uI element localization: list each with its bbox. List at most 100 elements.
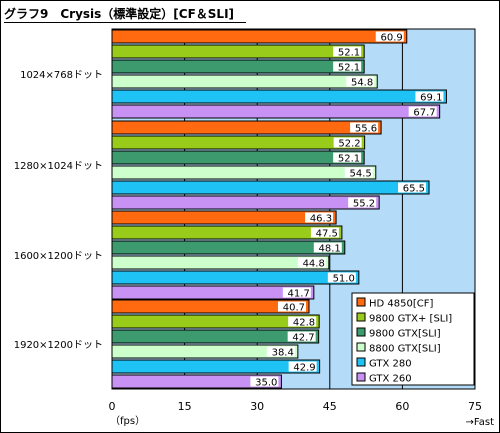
value-label-box [350, 122, 379, 133]
value-label-box [327, 272, 356, 283]
category-label: 1280×1024ドット [14, 161, 103, 172]
value-label-box [415, 91, 444, 102]
value-label: 52.1 [338, 154, 360, 165]
legend-swatch [356, 372, 366, 382]
bar [111, 104, 441, 119]
value-label: 44.8 [303, 259, 325, 270]
x-tick-label: 30 [250, 400, 264, 413]
value-label-box [333, 137, 362, 148]
value-label: 60.9 [380, 33, 402, 44]
x-tick-label: 15 [178, 400, 192, 413]
value-label: 55.6 [355, 124, 377, 135]
value-label-box [333, 152, 362, 163]
bar [111, 180, 430, 195]
bar [111, 89, 447, 104]
value-label: 35.0 [255, 378, 277, 389]
value-label-box [346, 76, 375, 87]
bar [111, 225, 343, 240]
value-label-box [408, 106, 437, 117]
bar [111, 270, 360, 285]
value-label: 48.1 [319, 244, 341, 255]
x-tick-label: 60 [395, 400, 409, 413]
value-label-box [398, 182, 427, 193]
value-label-box [266, 346, 295, 357]
legend-swatch [356, 312, 366, 322]
value-label-box [348, 197, 377, 208]
bar [111, 359, 321, 374]
bar [111, 74, 378, 89]
value-label-box [288, 361, 317, 372]
bar [111, 29, 408, 44]
legend-swatch [356, 342, 366, 352]
x-axis-label: （fps） [110, 415, 145, 427]
legend-swatch [356, 357, 366, 367]
value-label: 51.0 [333, 274, 355, 285]
bar [111, 374, 282, 389]
value-label: 65.5 [403, 184, 425, 195]
bar [111, 285, 315, 300]
legend-label: GTX 280 [369, 359, 412, 370]
bar [111, 135, 366, 150]
value-label-box [288, 316, 317, 327]
bar [111, 210, 337, 225]
value-label: 52.2 [338, 139, 360, 150]
bar [111, 120, 382, 135]
value-label-box [305, 212, 334, 223]
bar [111, 165, 377, 180]
value-label-box [297, 257, 326, 268]
bar [111, 344, 299, 359]
bar [111, 195, 380, 210]
value-label-box [333, 61, 362, 72]
value-label: 69.1 [420, 93, 442, 104]
category-label: 1920×1200ドット [14, 340, 103, 351]
value-label: 55.2 [353, 199, 375, 210]
value-label-box [375, 31, 404, 42]
legend-box [351, 292, 475, 386]
value-label-box [310, 227, 339, 238]
value-label: 47.5 [316, 229, 338, 240]
value-label: 46.3 [310, 214, 332, 225]
x-tick-label: 75 [468, 400, 482, 413]
x-tick-label: 45 [323, 400, 337, 413]
value-label: 42.9 [293, 363, 315, 374]
value-label: 41.7 [288, 289, 310, 300]
title-underline [4, 22, 246, 23]
value-label-box [250, 376, 279, 387]
value-label: 38.4 [272, 348, 294, 359]
legend-label: HD 4850[CF] [369, 299, 433, 310]
bar [111, 314, 320, 329]
category-label: 1024×768ドット [20, 70, 103, 81]
legend-label: 9800 GTX[SLI] [369, 329, 441, 340]
value-label: 52.1 [338, 48, 360, 59]
bar [111, 329, 320, 344]
value-label: 42.8 [293, 318, 315, 329]
value-label: 42.7 [292, 333, 314, 344]
value-label: 54.5 [350, 169, 372, 180]
legend-label: GTX 260 [369, 374, 412, 385]
value-label: 52.1 [338, 63, 360, 74]
bar [111, 150, 365, 165]
value-label-box [282, 287, 311, 298]
legend-swatch [356, 297, 366, 307]
value-label: 67.7 [413, 108, 435, 119]
legend-label: 9800 GTX+ [SLI] [369, 314, 452, 325]
value-label-box [333, 46, 362, 57]
legend-swatch [356, 327, 366, 337]
value-label: 54.8 [351, 78, 373, 89]
chart-title: グラフ9 Crysis（標準設定）[CF＆SLI] [4, 7, 235, 21]
value-label-box [313, 242, 342, 253]
bar [111, 299, 310, 314]
bar [111, 44, 365, 59]
value-label: 40.7 [283, 303, 305, 314]
bar [111, 59, 365, 74]
bar [111, 240, 346, 255]
legend-label: 8800 GTX[SLI] [369, 344, 441, 355]
bar [111, 255, 330, 270]
value-label-box [287, 331, 316, 342]
value-label-box [344, 167, 373, 178]
value-label-box [277, 301, 306, 312]
x-tick-label: 0 [109, 400, 116, 413]
fast-direction-note: →Fast [466, 417, 495, 428]
category-label: 1600×1200ドット [14, 251, 103, 262]
